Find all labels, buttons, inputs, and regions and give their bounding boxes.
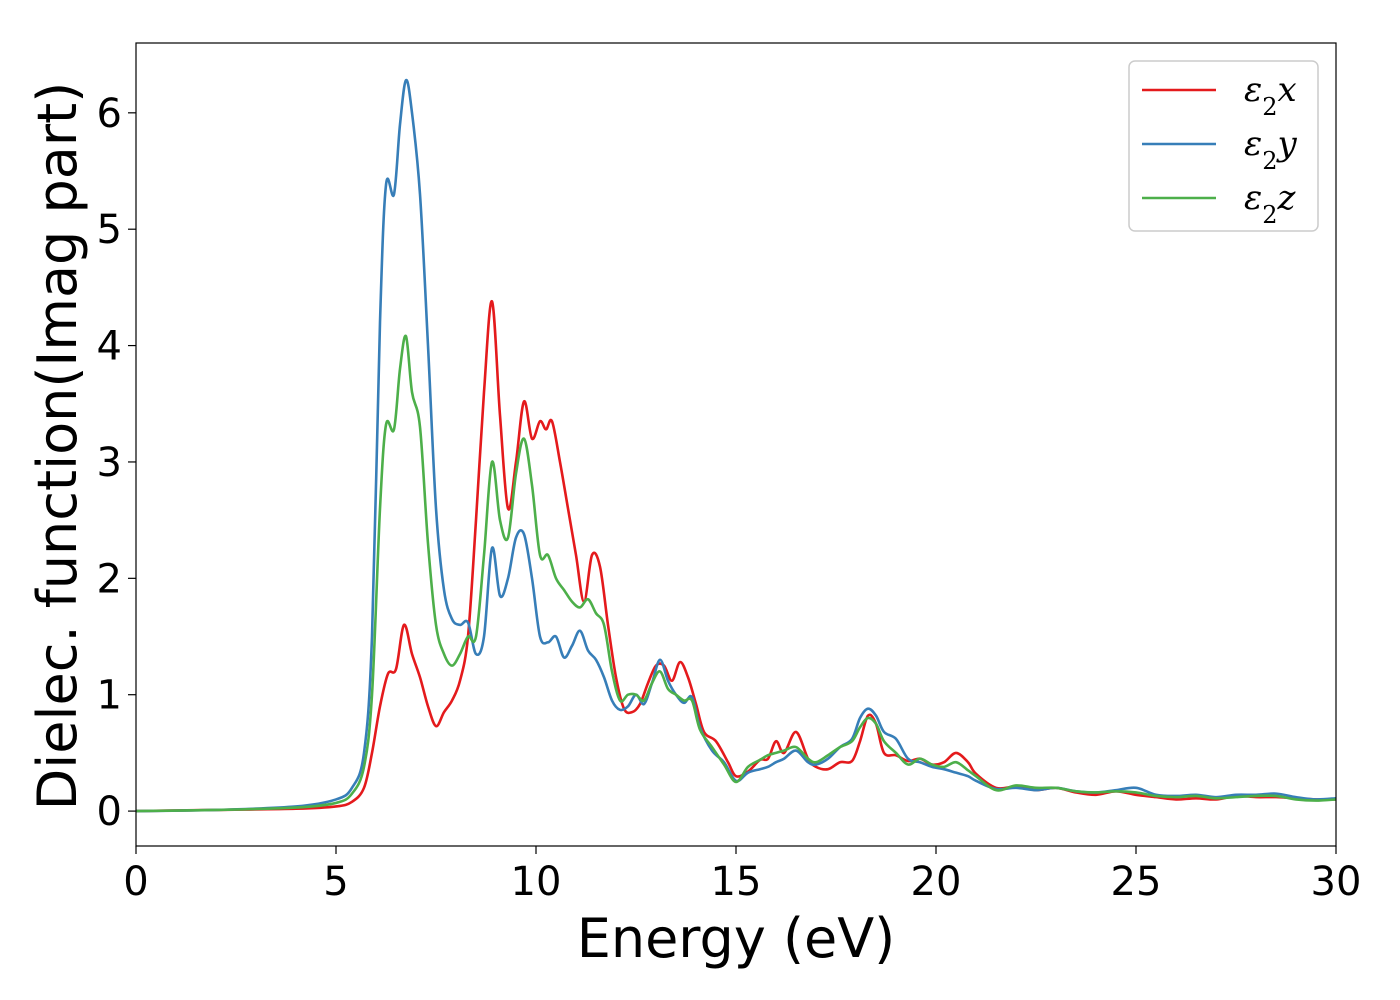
legend-label-z: ε2z xyxy=(1244,178,1297,229)
x-axis-ticks: 0 5 10 15 20 25 30 xyxy=(123,846,1361,905)
legend-box xyxy=(1128,60,1319,232)
y-tick-label: 4 xyxy=(97,324,122,370)
x-tick-label: 20 xyxy=(911,859,962,905)
plot-lines xyxy=(136,78,1336,813)
x-tick-label: 25 xyxy=(1111,859,1162,905)
y-tick-label: 5 xyxy=(97,207,122,253)
y-tick-label: 3 xyxy=(97,440,122,486)
legend-label-x: ε2x xyxy=(1244,70,1297,121)
x-tick-label: 30 xyxy=(1311,859,1362,905)
x-tick-label: 0 xyxy=(123,859,148,905)
x-tick-label: 5 xyxy=(323,859,348,905)
x-tick-label: 10 xyxy=(511,859,562,905)
y-axis-ticks: 0 1 2 3 4 5 6 xyxy=(97,91,136,835)
y-tick-label: 1 xyxy=(97,673,122,719)
y-tick-label: 0 xyxy=(97,789,122,835)
y-tick-label: 6 xyxy=(97,91,122,137)
x-axis-label: Energy (eV) xyxy=(577,907,896,970)
legend-label-y: ε2y xyxy=(1244,124,1298,175)
series-line-z xyxy=(136,334,1336,813)
x-tick-label: 15 xyxy=(711,859,762,905)
y-axis-label: Dielec. function(Imag part) xyxy=(26,82,89,811)
y-tick-label: 2 xyxy=(97,556,122,602)
series-line-y xyxy=(136,78,1336,813)
